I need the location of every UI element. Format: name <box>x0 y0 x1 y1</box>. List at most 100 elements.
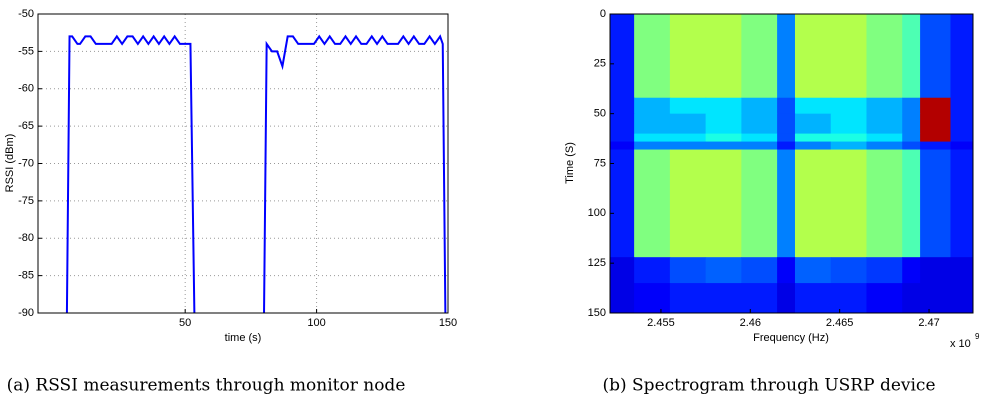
heatmap-cell <box>920 133 951 143</box>
heatmap-cell <box>902 14 921 99</box>
heatmap-cell <box>634 283 671 314</box>
heatmap-cell <box>830 149 867 258</box>
heatmap-cell <box>610 113 635 135</box>
heatmap-cell <box>902 113 921 135</box>
caption: (a) RSSI measurements through monitor no… <box>7 376 406 396</box>
caption: (b) Spectrogram through USRP device <box>602 376 935 396</box>
y-tick-label: 0 <box>600 8 606 20</box>
y-tick-label: -55 <box>18 45 34 57</box>
heatmap-cell <box>830 257 867 284</box>
y-tick-label: -90 <box>18 307 34 319</box>
heatmap-cell <box>866 149 903 258</box>
x-tick-label: 2.46 <box>740 317 761 329</box>
heatmap-cell <box>634 113 671 135</box>
heatmap-cell <box>950 283 974 314</box>
heatmap-cell <box>950 113 974 135</box>
heatmap-cell <box>950 97 974 115</box>
y-axis-label: RSSI (dBm) <box>4 134 16 193</box>
heatmap-cell <box>741 133 778 143</box>
x-tick-label: 2.465 <box>826 317 854 329</box>
x-tick-label: 100 <box>307 317 325 329</box>
heatmap-cell <box>777 133 796 143</box>
heatmap-cell <box>920 149 951 258</box>
heatmap-cell <box>920 257 951 284</box>
heatmap-cell <box>669 133 707 143</box>
heatmap-cell <box>705 257 742 284</box>
heatmap-cell <box>610 141 635 151</box>
heatmap-cell <box>950 149 974 258</box>
x-axis-label: time (s) <box>225 332 262 344</box>
y-tick-label: -80 <box>18 232 34 244</box>
heatmap-cell <box>830 133 867 143</box>
heatmap-cell <box>634 149 671 258</box>
heatmap-cell <box>634 14 671 99</box>
y-tick-label: 125 <box>588 257 606 269</box>
heatmap-cell <box>866 283 903 314</box>
heatmap-cell <box>902 283 921 314</box>
heatmap-cell <box>705 113 742 135</box>
heatmap-cell <box>830 113 867 135</box>
heatmap-cell <box>866 257 903 284</box>
heatmap-cell <box>794 14 832 99</box>
heatmap-cell <box>830 97 867 115</box>
y-tick-label: 100 <box>588 207 606 219</box>
heatmap-cell <box>610 133 635 143</box>
heatmap-cell <box>777 149 796 258</box>
heatmap-cell <box>705 149 742 258</box>
heatmap-cell <box>777 14 796 99</box>
x-tick-label: 150 <box>439 317 457 329</box>
heatmap-cell <box>777 141 796 151</box>
heatmap-cell <box>794 133 832 143</box>
heatmap-cell <box>794 97 832 115</box>
heatmap-cell <box>777 113 796 135</box>
heatmap-cell <box>610 257 635 284</box>
heatmap-cell <box>669 257 707 284</box>
heatmap-cell <box>610 97 635 115</box>
y-tick-label: 150 <box>588 307 606 319</box>
heatmap-cell <box>950 14 974 99</box>
heatmap-cell <box>794 149 832 258</box>
y-tick-label: 25 <box>594 58 606 70</box>
heatmap-cell <box>920 283 951 314</box>
heatmap-cell <box>950 257 974 284</box>
heatmap-cell <box>920 141 951 151</box>
heatmap-cell <box>741 283 778 314</box>
heatmap-cell <box>634 257 671 284</box>
heatmap-cell <box>902 97 921 115</box>
heatmap-cell <box>830 14 867 99</box>
heatmap-cell <box>920 113 951 135</box>
heatmap-cell <box>902 257 921 284</box>
heatmap-cell <box>866 113 903 135</box>
heatmap-cell <box>777 257 796 284</box>
axis-multiplier-exponent: 9 <box>975 332 980 341</box>
y-tick-label: -70 <box>18 157 34 169</box>
heatmap-cell <box>741 141 778 151</box>
heatmap-cell <box>669 283 707 314</box>
heatmap-cell <box>741 149 778 258</box>
heatmap-cell <box>634 141 671 151</box>
heatmap-cell <box>705 97 742 115</box>
heatmap-cell <box>669 149 707 258</box>
heatmap-cell <box>741 113 778 135</box>
heatmap-cell <box>950 133 974 143</box>
heatmap-cell <box>902 133 921 143</box>
x-tick-label: 2.455 <box>647 317 675 329</box>
axis-multiplier: x 10 <box>950 338 971 350</box>
heatmap-cell <box>794 283 832 314</box>
heatmap-cell <box>705 14 742 99</box>
heatmap-cell <box>634 97 671 115</box>
heatmap-cell <box>902 149 921 258</box>
x-axis-label: Frequency (Hz) <box>753 332 829 344</box>
heatmap-cell <box>920 97 951 115</box>
y-tick-label: 75 <box>594 157 606 169</box>
data-line <box>65 34 447 313</box>
heatmap-cell <box>610 14 635 99</box>
heatmap-cell <box>920 14 951 99</box>
heatmap-cell <box>794 257 832 284</box>
heatmap-cell <box>610 283 635 314</box>
heatmap-cell <box>950 141 974 151</box>
heatmap-cell <box>705 141 742 151</box>
heatmap-cell <box>866 97 903 115</box>
y-tick-label: -75 <box>18 195 34 207</box>
